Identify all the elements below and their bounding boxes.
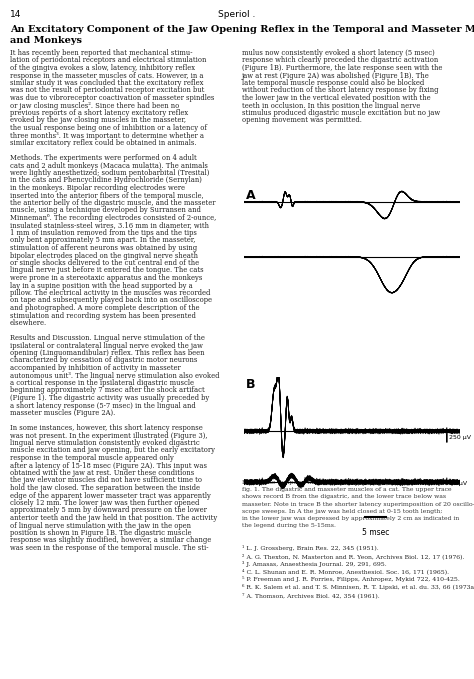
Text: closely 12 mm. The lower jaw was then further opened: closely 12 mm. The lower jaw was then fu… [10,499,200,507]
Text: Minneman⁶. The recording electrodes consisted of 2-ounce,: Minneman⁶. The recording electrodes cons… [10,214,216,222]
Text: ¹ L. J. Grossberg, Brain Res. 22, 345 (1951).: ¹ L. J. Grossberg, Brain Res. 22, 345 (1… [242,545,379,551]
Text: 5 msec: 5 msec [362,528,389,537]
Text: bipolar electrodes placed on the gingival nerve sheath: bipolar electrodes placed on the gingiva… [10,251,198,259]
Text: a short latency response (5-7 msec) in the lingual and: a short latency response (5-7 msec) in t… [10,401,196,409]
Text: a cortical response in the ipsilateral digastric muscle: a cortical response in the ipsilateral d… [10,379,194,387]
Text: (Figure 1). The digastric activity was usually preceded by: (Figure 1). The digastric activity was u… [10,394,209,402]
Text: or jaw closing muscles². Since there had been no: or jaw closing muscles². Since there had… [10,101,179,109]
Text: similar study it was concluded that the excitatory reflex: similar study it was concluded that the … [10,79,203,87]
Text: lay in a supine position with the head supported by a: lay in a supine position with the head s… [10,282,193,289]
Text: jaw at rest (Figure 2A) was abolished (Figure 1B). The: jaw at rest (Figure 2A) was abolished (F… [242,71,430,79]
Text: Fig. 1. The temporal muscle activity in relation to the functional: Fig. 1. The temporal muscle activity in … [242,480,440,485]
Text: Methods. The experiments were performed on 4 adult: Methods. The experiments were performed … [10,154,197,162]
Text: response which clearly preceded the digastric activation: response which clearly preceded the diga… [242,56,438,65]
Text: three months³. It was important to determine whether a: three months³. It was important to deter… [10,132,204,139]
Text: in the monkeys. Bipolar recording electrodes were: in the monkeys. Bipolar recording electr… [10,184,185,192]
Text: ⁴ C. L. Shunan and E. R. Monroe, Anesthesiol. Soc. 16, 171 (1965).: ⁴ C. L. Shunan and E. R. Monroe, Anesthe… [242,568,449,574]
Text: ² A. G. Thexton, N. Masterton and R. Yeon, Archives Biol. 12, 17 (1976).: ² A. G. Thexton, N. Masterton and R. Yeo… [242,553,465,559]
Text: stimulation and recording system has been presented: stimulation and recording system has bee… [10,312,196,320]
Text: opening movement was permitted.: opening movement was permitted. [242,117,362,124]
Text: and Monkeys: and Monkeys [10,36,82,45]
Text: ³ J. Amasas, Anaesthesia Journal. 29, 291, 695.: ³ J. Amasas, Anaesthesia Journal. 29, 29… [242,561,387,566]
Text: response was slightly modified, however, a similar change: response was slightly modified, however,… [10,536,211,545]
Text: It has recently been reported that mechanical stimu-: It has recently been reported that mecha… [10,49,192,57]
Text: accompanied by inhibition of activity in masseter: accompanied by inhibition of activity in… [10,364,181,372]
Text: hold the jaw closed. The separation between the inside: hold the jaw closed. The separation betw… [10,484,200,492]
Text: masseter. Note in trace B the shorter latency superimposition of 20 oscillo-: masseter. Note in trace B the shorter la… [242,502,474,507]
Text: of lingual nerve stimulation with the jaw in the open: of lingual nerve stimulation with the ja… [10,521,191,530]
Text: 1 mm of insulation removed from the tips and the tips: 1 mm of insulation removed from the tips… [10,229,197,237]
Text: elsewhere.: elsewhere. [10,319,47,327]
Text: stimulation of afferent neurons was obtained by using: stimulation of afferent neurons was obta… [10,244,197,252]
Text: ⁷ A. Thomson, Archives Biol. 42, 354 (1961).: ⁷ A. Thomson, Archives Biol. 42, 354 (19… [242,592,380,598]
Text: the usual response being one of inhibition or a latency of: the usual response being one of inhibiti… [10,124,207,132]
Text: inserted into the anterior fibers of the temporal muscle,: inserted into the anterior fibers of the… [10,191,204,200]
Text: in the lower jaw was depressed by approximately 2 cm as indicated in: in the lower jaw was depressed by approx… [242,516,459,521]
Text: response in the masseter muscles of cats. However, in a: response in the masseter muscles of cats… [10,71,203,79]
Text: An Excitatory Component of the Jaw Opening Reflex in the Temporal and Masseter M: An Excitatory Component of the Jaw Openi… [10,25,474,34]
Text: masseter muscles (Figure 2A).: masseter muscles (Figure 2A). [10,409,115,417]
Text: was not the result of periodontal receptor excitation but: was not the result of periodontal recept… [10,86,204,94]
Text: were lightly anesthetized; sodium pentobarbital (Tresital): were lightly anesthetized; sodium pentob… [10,169,210,177]
Text: B: B [246,378,256,391]
Text: only bent approximately 5 mm apart. In the masseter,: only bent approximately 5 mm apart. In t… [10,236,195,244]
Text: was seen in the response of the temporal muscle. The sti-: was seen in the response of the temporal… [10,544,209,552]
Text: late temporal muscle response could also be blocked: late temporal muscle response could also… [242,79,424,87]
Text: evoked by the jaw closing muscles in the masseter,: evoked by the jaw closing muscles in the… [10,117,186,124]
Text: stimulus produced digastric muscle excitation but no jaw: stimulus produced digastric muscle excit… [242,109,440,117]
Text: Speriol .: Speriol . [219,10,255,19]
Text: muscle, using a technique developed by Surransen and: muscle, using a technique developed by S… [10,206,201,215]
Text: 14: 14 [10,10,21,19]
Text: cats and 2 adult monkeys (Macaca mulatta). The animals: cats and 2 adult monkeys (Macaca mulatta… [10,162,208,170]
Text: lingual nerve stimulation consistently evoked digastric: lingual nerve stimulation consistently e… [10,439,200,447]
Text: A: A [246,189,256,202]
Text: lation of periodontal receptors and electrical stimulation: lation of periodontal receptors and elec… [10,56,206,65]
Text: (Figure 1B). Furthermore, the late response seen with the: (Figure 1B). Furthermore, the late respo… [242,64,442,72]
Text: teeth in occlusion. In this position the lingual nerve: teeth in occlusion. In this position the… [242,101,420,109]
Text: characterized by cessation of digastric motor neurons: characterized by cessation of digastric … [10,356,197,365]
Text: without reduction of the short latency response by fixing: without reduction of the short latency r… [242,86,438,94]
Text: ipsilateral or contralateral lingual nerve evoked the jaw: ipsilateral or contralateral lingual ner… [10,342,203,350]
Text: the legend during the 5-15ms.: the legend during the 5-15ms. [242,524,336,528]
Text: ⁵ P. Freeman and J. R. Forries, Filipps, Anhropez, Mykid 722, 410-425.: ⁵ P. Freeman and J. R. Forries, Filipps,… [242,576,460,582]
Text: Results and Discussion. Lingual nerve stimulation of the: Results and Discussion. Lingual nerve st… [10,334,205,342]
Text: autonomous unit³. The lingual nerve stimulation also evoked: autonomous unit³. The lingual nerve stim… [10,371,219,380]
Text: obtained with the jaw at rest. Under these conditions: obtained with the jaw at rest. Under the… [10,469,194,477]
Text: previous reports of a short latency excitatory reflex: previous reports of a short latency exci… [10,109,188,117]
Text: ⁶ R. K. Salem et al. and T. S. Minnisen, R. T. Lipski, et al. du. 33, 66 (1973a): ⁶ R. K. Salem et al. and T. S. Minnisen,… [242,584,474,590]
Text: lingual nerve just before it entered the tongue. The cats: lingual nerve just before it entered the… [10,266,204,274]
Text: In some instances, however, this short latency response: In some instances, however, this short l… [10,424,203,432]
Text: the jaw elevator muscles did not have sufficient time to: the jaw elevator muscles did not have su… [10,477,202,485]
Text: scope sweeps. In A the jaw was held closed at 0-15 tooth length;: scope sweeps. In A the jaw was held clos… [242,509,443,514]
Text: opening (Linguomandibular) reflex. This reflex has been: opening (Linguomandibular) reflex. This … [10,349,204,357]
Text: of the gingiva evokes a slow, latency, inhibitory reflex: of the gingiva evokes a slow, latency, i… [10,64,195,72]
Text: were prone in a stereotaxic apparatus and the monkeys: were prone in a stereotaxic apparatus an… [10,274,202,282]
Text: edge of the apparent lower masseter tract was apparently: edge of the apparent lower masseter trac… [10,492,211,500]
Text: was due to vibroreceptor coactivation of masseter spindles: was due to vibroreceptor coactivation of… [10,94,214,102]
Text: the lower jaw in the vertical elevated position with the: the lower jaw in the vertical elevated p… [242,94,430,102]
Text: approximately 5 mm by downward pressure on the lower: approximately 5 mm by downward pressure … [10,507,207,515]
Text: pillow. The electrical activity in the muscles was recorded: pillow. The electrical activity in the m… [10,289,210,297]
Text: shows record B from the digastric, and the lower trace below was: shows record B from the digastric, and t… [242,494,446,499]
Text: and photographed. A more complete description of the: and photographed. A more complete descri… [10,304,200,312]
Text: fig. 1. The digastric and masseter muscles of a cat. The upper trace: fig. 1. The digastric and masseter muscl… [242,488,452,492]
Text: in the cats and Phencyclidine Hydrochloride (Sernylan): in the cats and Phencyclidine Hydrochlor… [10,177,202,185]
Text: insulated stainless-steel wires, 3.16 mm in diameter, with: insulated stainless-steel wires, 3.16 mm… [10,221,209,230]
Text: the anterior belly of the digastric muscle, and the masseter: the anterior belly of the digastric musc… [10,199,216,207]
Text: beginning approximately 7 msec after the shock artifact: beginning approximately 7 msec after the… [10,386,205,394]
Text: muscle excitation and jaw opening, but the early excitatory: muscle excitation and jaw opening, but t… [10,447,215,454]
Text: on tape and subsequently played back into an oscilloscope: on tape and subsequently played back int… [10,297,212,304]
Text: after a latency of 15-18 msec (Figure 2A). This input was: after a latency of 15-18 msec (Figure 2A… [10,462,207,469]
Text: was not present. In the experiment illustrated (Figure 3),: was not present. In the experiment illus… [10,431,208,439]
Text: similar excitatory reflex could be obtained in animals.: similar excitatory reflex could be obtai… [10,139,197,147]
Text: 250 μV: 250 μV [449,435,471,441]
Text: 25 μV: 25 μV [449,481,467,486]
Text: mulus now consistently evoked a short latency (5 msec): mulus now consistently evoked a short la… [242,49,435,57]
Text: position is shown in Figure 1B. The digastric muscle: position is shown in Figure 1B. The diga… [10,529,191,537]
Text: or single shocks delivered to the cut central end of the: or single shocks delivered to the cut ce… [10,259,199,267]
Text: response in the temporal muscle appeared only: response in the temporal muscle appeared… [10,454,174,462]
Text: anterior teeth and the jaw held in that position. The activity: anterior teeth and the jaw held in that … [10,514,217,522]
